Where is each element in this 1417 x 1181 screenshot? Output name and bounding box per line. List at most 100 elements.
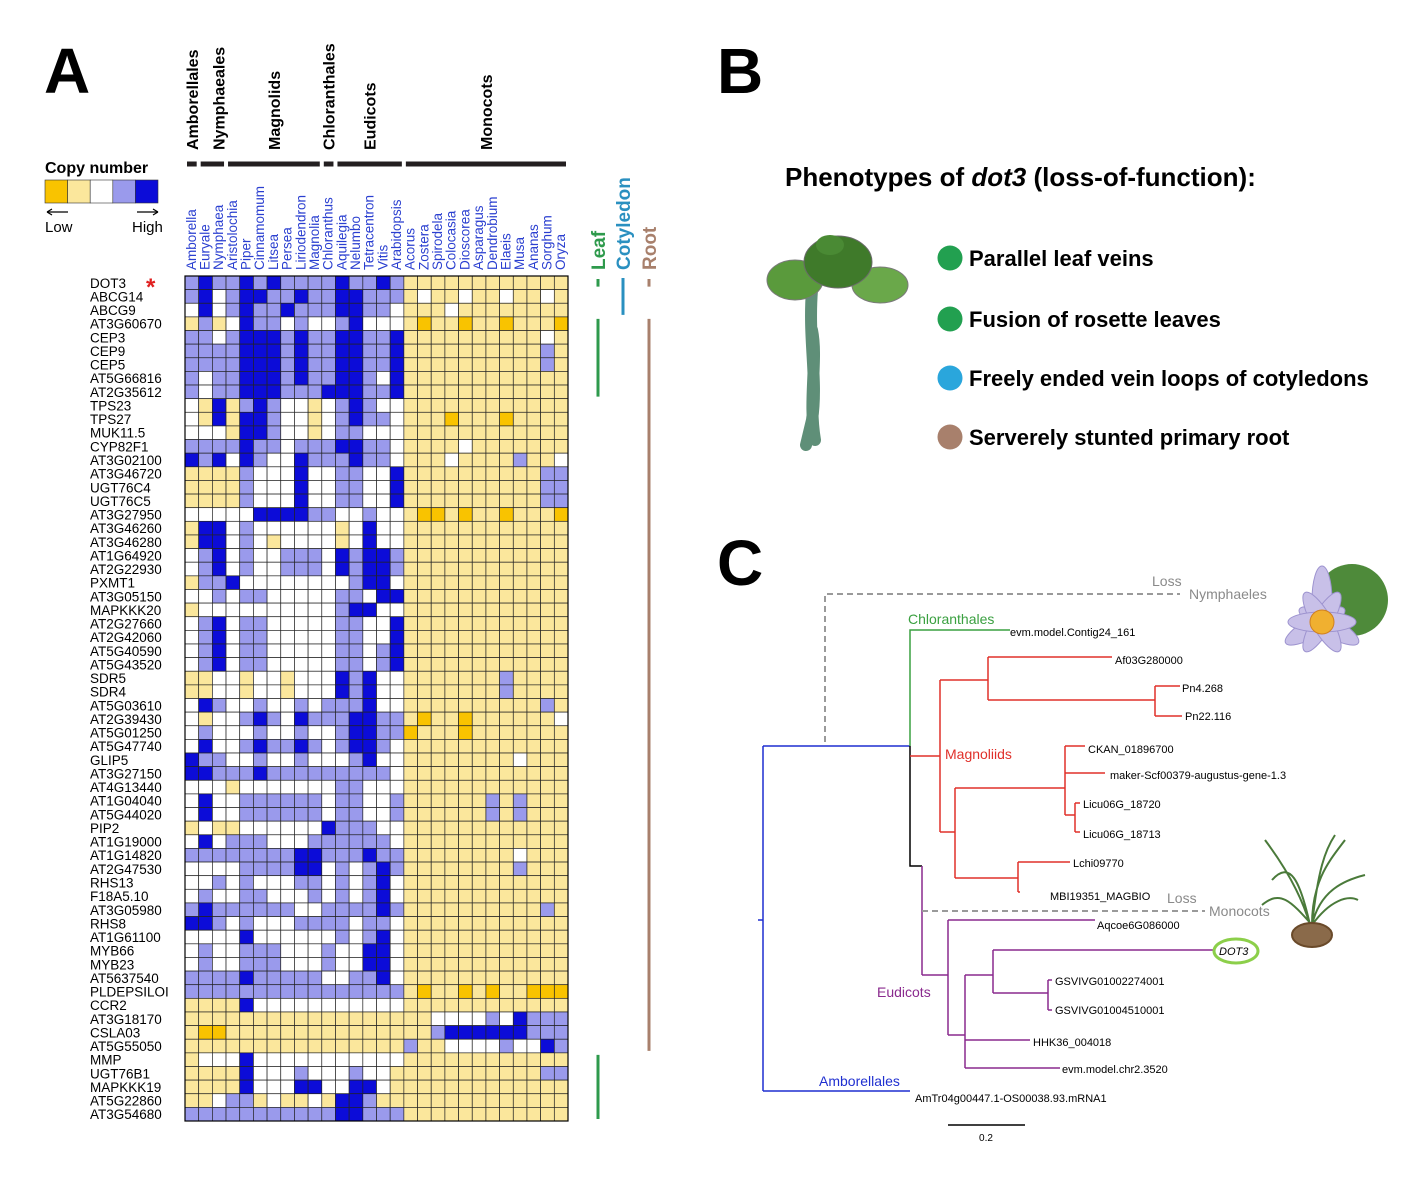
heatmap-cell [294, 820, 309, 836]
heatmap-cell [458, 875, 473, 890]
heatmap-cell [321, 1079, 336, 1095]
heatmap-cell [362, 589, 377, 604]
heatmap-cell [212, 698, 227, 713]
heatmap-cell [485, 793, 500, 808]
heatmap-cell [376, 575, 391, 590]
heatmap-cell [321, 1025, 336, 1040]
heatmap-cell [266, 984, 282, 999]
heatmap-cell [553, 779, 569, 795]
heatmap-cell [526, 957, 541, 972]
heatmap-cell [239, 1052, 254, 1067]
heatmap-cell [403, 1052, 418, 1067]
heatmap-cell [471, 1025, 487, 1040]
heatmap-cell [499, 575, 514, 590]
heatmap-cell [430, 411, 446, 427]
heatmap-cell [526, 507, 541, 522]
heatmap-cell [376, 330, 391, 345]
heatmap-cell [212, 793, 227, 808]
heatmap-cell [553, 1011, 569, 1026]
heatmap-cell [526, 398, 541, 413]
heatmap-cell [526, 425, 541, 440]
title-gene: dot3 [971, 162, 1026, 192]
heatmap-cell [499, 711, 514, 727]
heatmap-cell [294, 275, 309, 290]
heatmap-cell [553, 943, 569, 958]
heatmap-cell [266, 779, 282, 795]
roots [1291, 922, 1333, 948]
heatmap-cell [499, 752, 514, 767]
heatmap-cell [430, 929, 446, 945]
heatmap-cell [362, 302, 377, 318]
heatmap-cell [280, 425, 295, 440]
heatmap-cell [403, 861, 418, 877]
heatmap-cell [403, 575, 418, 590]
heatmap-cell [526, 575, 541, 590]
heatmap-cell [239, 371, 254, 386]
heatmap-cell [430, 602, 446, 618]
heatmap-cell [403, 275, 418, 290]
row-label: PXMT1 [90, 576, 135, 591]
heatmap-cell [280, 616, 295, 631]
heatmap-cell [403, 548, 418, 563]
heatmap-cell [253, 534, 268, 549]
heatmap-cell [348, 698, 364, 713]
heatmap-cell [307, 861, 323, 877]
heatmap-cell [499, 670, 514, 686]
stem [800, 284, 821, 451]
legend-low: Low [45, 219, 73, 236]
leaf-label: Aqcoe6G086000 [1097, 920, 1180, 932]
heatmap-cell [540, 439, 555, 454]
heatmap-cell [458, 371, 473, 386]
heatmap-cell [376, 997, 391, 1013]
heatmap-cell [239, 343, 254, 359]
heatmap-cell [184, 711, 200, 727]
heatmap-cell [553, 330, 569, 345]
heatmap-cell [526, 520, 541, 536]
heatmap-cell [526, 1011, 541, 1026]
heatmap-cell [389, 970, 405, 986]
heatmap-cell [348, 902, 364, 917]
heatmap-cell [362, 766, 377, 781]
heatmap-cell [239, 398, 254, 413]
heatmap-cell [471, 371, 487, 386]
heatmap-cell [198, 1011, 213, 1026]
heatmap-cell [198, 480, 213, 495]
leaf-label: Licu06G_18720 [1083, 799, 1161, 811]
heatmap-cell [348, 929, 364, 945]
heatmap-cell [335, 793, 350, 808]
heatmap-cell [321, 643, 336, 658]
heatmap-cell [376, 752, 391, 767]
heatmap-cell [212, 343, 227, 359]
heatmap-cell [225, 425, 241, 440]
heatmap-cell [540, 916, 555, 931]
heatmap-cell [403, 534, 418, 549]
heatmap-cell [280, 330, 295, 345]
column-label: Spirodela [430, 212, 445, 270]
heatmap-cell [348, 848, 364, 863]
heatmap-cell [430, 834, 446, 849]
column-label: Acorus [403, 228, 418, 270]
heatmap-cell [362, 289, 377, 304]
heatmap-cell [376, 425, 391, 440]
heatmap-cell [458, 630, 473, 645]
heatmap-cell [362, 548, 377, 563]
heatmap-cell [376, 480, 391, 495]
heatmap-cell [417, 670, 432, 686]
heatmap-cell [198, 398, 213, 413]
heatmap-cell [321, 602, 336, 618]
heatmap-cell [389, 766, 405, 781]
heatmap-cell [362, 520, 377, 536]
heatmap-cell [430, 384, 446, 400]
heatmap-cell [540, 888, 555, 904]
heatmap-cell [485, 480, 500, 495]
heatmap-cell [458, 561, 473, 577]
heatmap-cell [499, 1079, 514, 1095]
heatmap-cell [198, 384, 213, 400]
heatmap-cell [321, 466, 336, 481]
heatmap-cell [389, 807, 405, 822]
heatmap-cell [499, 739, 514, 754]
heatmap-cell [458, 1025, 473, 1040]
heatmap-cell [417, 698, 432, 713]
heatmap-cell [225, 398, 241, 413]
heatmap-cell [553, 275, 569, 290]
